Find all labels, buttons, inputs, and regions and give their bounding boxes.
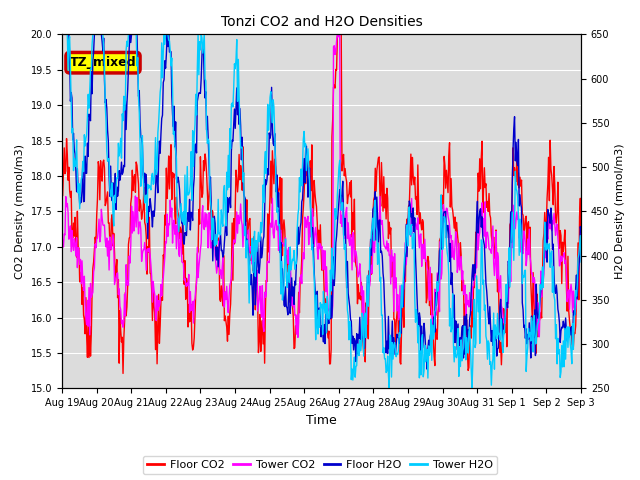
Legend: Floor CO2, Tower CO2, Floor H2O, Tower H2O: Floor CO2, Tower CO2, Floor H2O, Tower H… bbox=[143, 456, 497, 474]
X-axis label: Time: Time bbox=[306, 414, 337, 427]
Y-axis label: H2O Density (mmol/m3): H2O Density (mmol/m3) bbox=[615, 144, 625, 279]
Title: Tonzi CO2 and H2O Densities: Tonzi CO2 and H2O Densities bbox=[221, 15, 422, 29]
Y-axis label: CO2 Density (mmol/m3): CO2 Density (mmol/m3) bbox=[15, 144, 25, 279]
Text: TZ_mixed: TZ_mixed bbox=[70, 56, 136, 69]
